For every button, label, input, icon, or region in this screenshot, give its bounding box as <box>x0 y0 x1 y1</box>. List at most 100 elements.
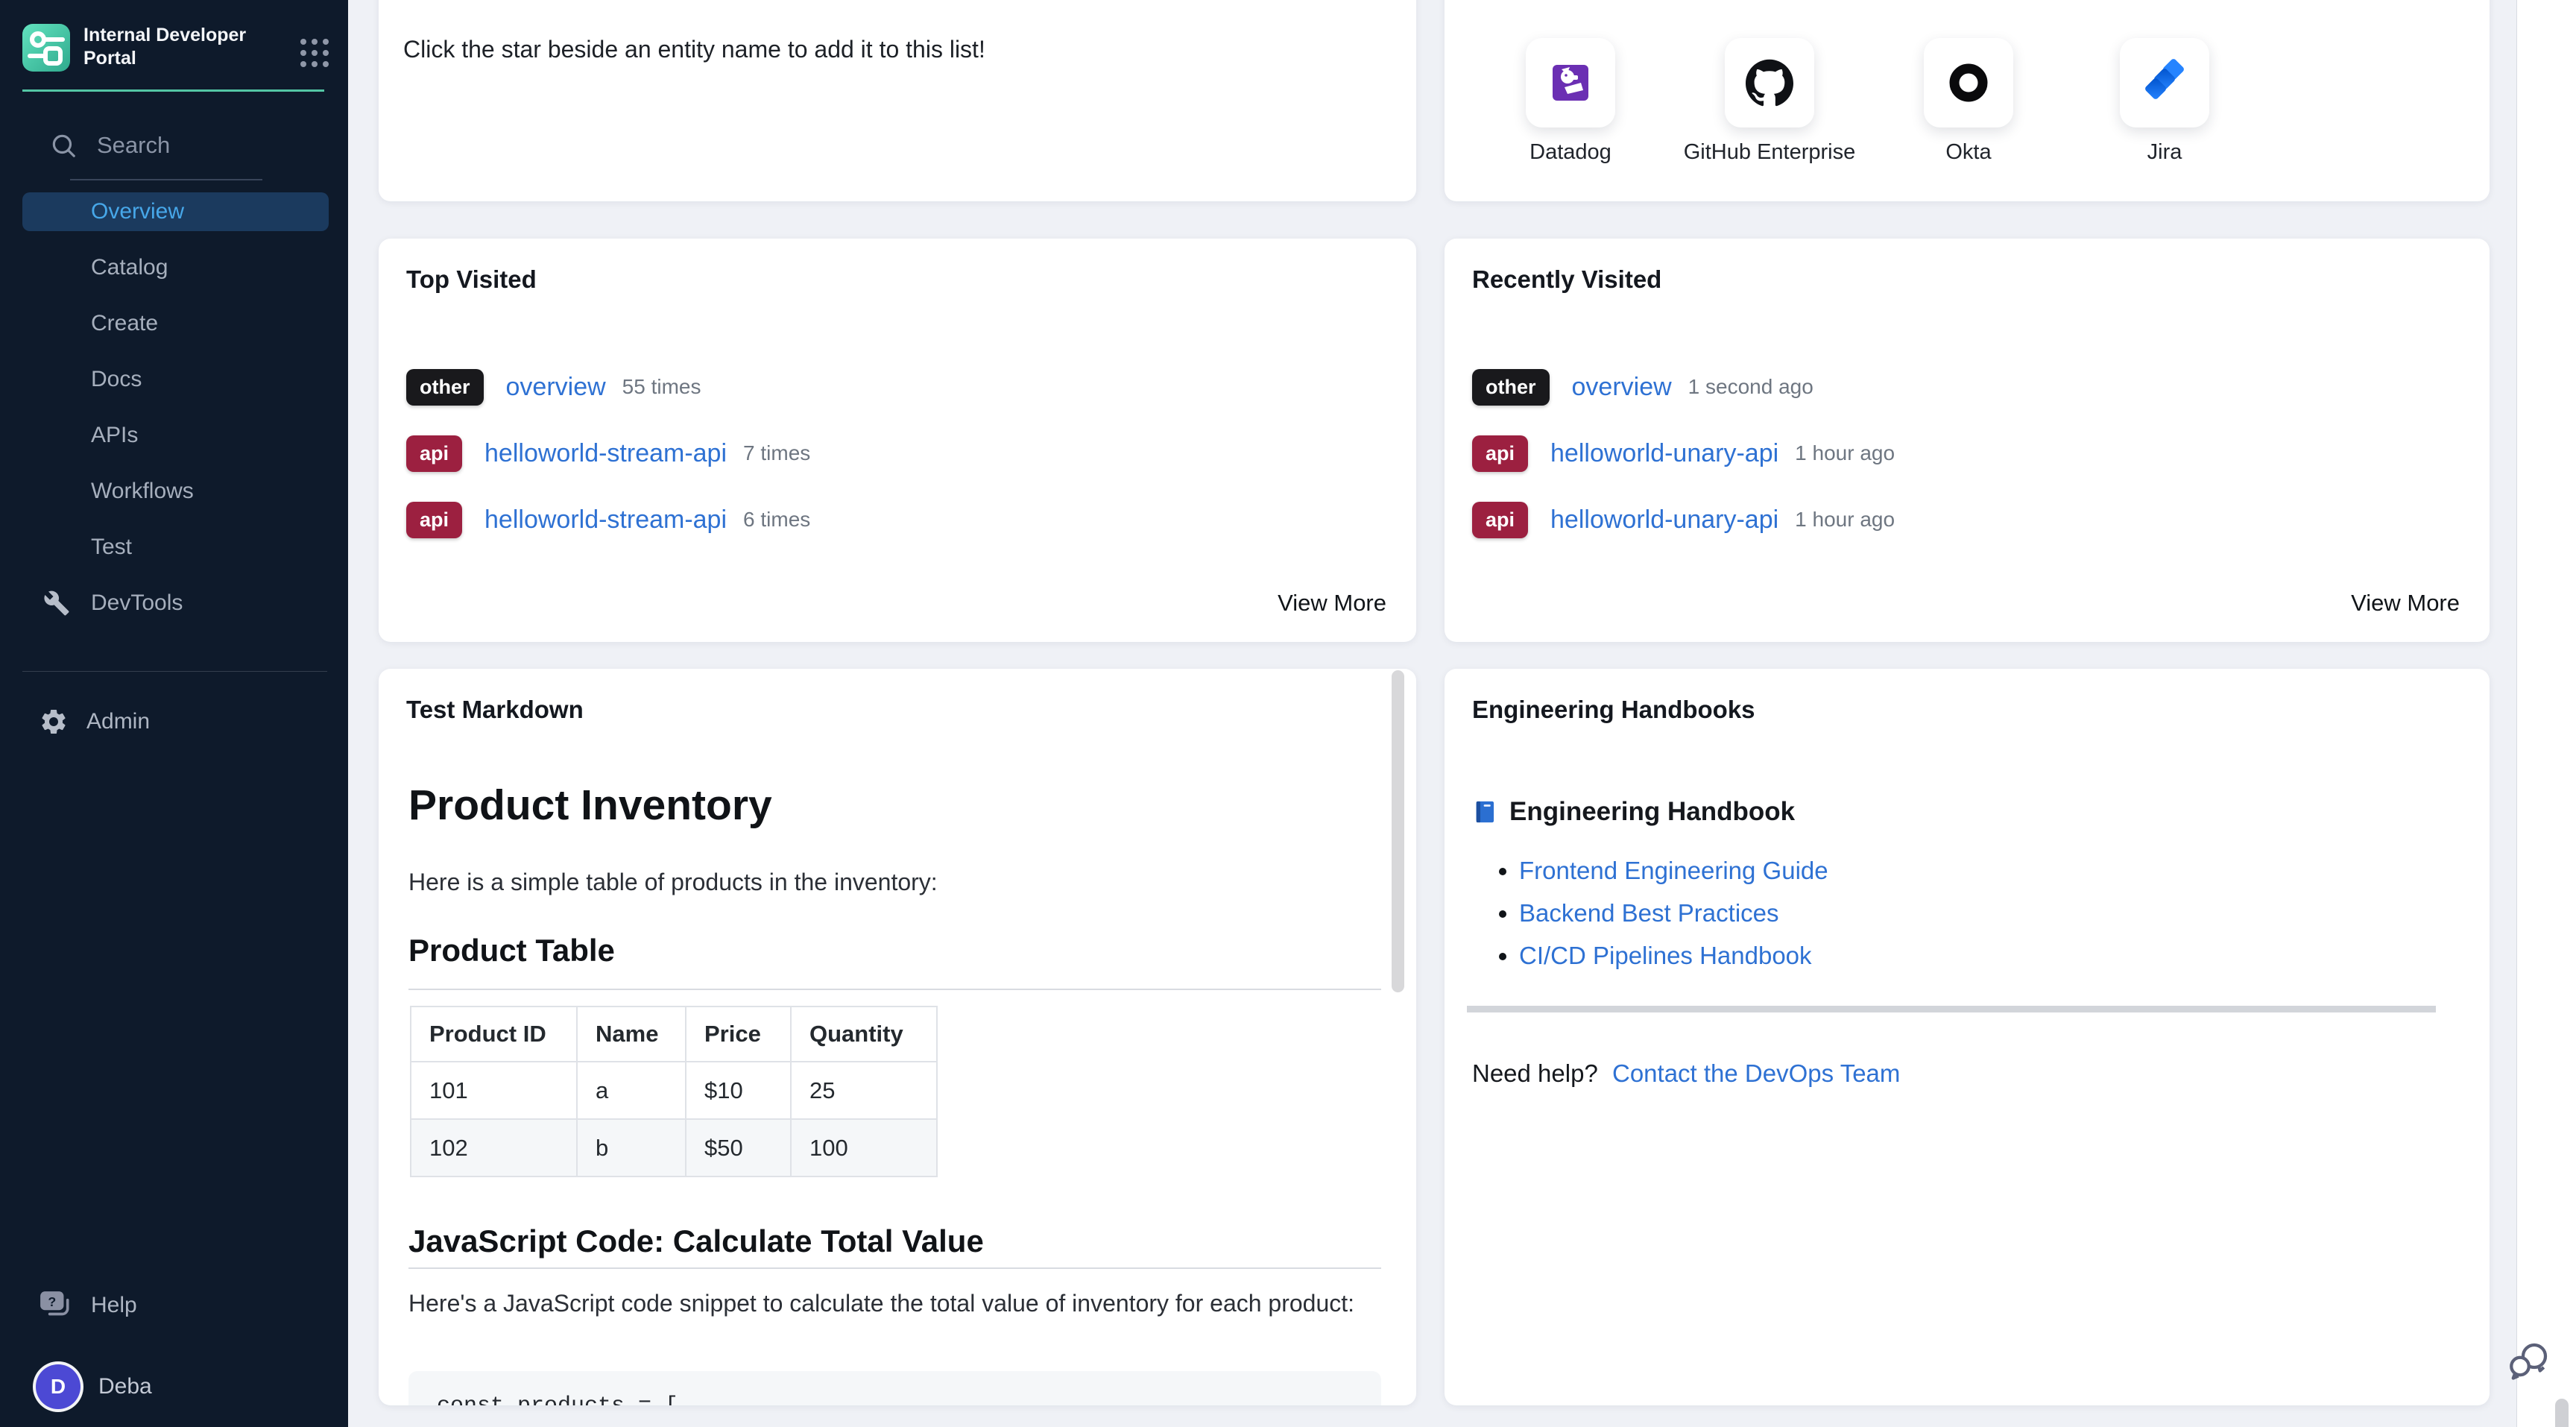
card-scrollbar-thumb[interactable] <box>1392 670 1404 992</box>
integration-tile-datadog[interactable] <box>1526 38 1615 127</box>
sidebar-item-apis[interactable]: APIs <box>91 423 139 447</box>
github-logo-icon <box>1746 59 1793 107</box>
card-title: Engineering Handbooks <box>1472 696 1755 723</box>
search-placeholder: Search <box>97 132 171 158</box>
visited-item: api helloworld-unary-api 1 hour ago <box>1472 430 2462 476</box>
entity-link[interactable]: helloworld-stream-api <box>484 505 727 534</box>
help-label: Help <box>91 1293 137 1317</box>
recently-visited-card: Recently Visited other overview 1 second… <box>1445 239 2490 642</box>
help-line: Need help? Contact the DevOps Team <box>1472 1059 1900 1088</box>
handbook-link-cicd[interactable]: CI/CD Pipelines Handbook <box>1519 942 1812 969</box>
user-menu[interactable]: D Deba <box>36 1364 152 1409</box>
card-title: Top Visited <box>406 265 537 293</box>
entity-link[interactable]: helloworld-unary-api <box>1550 438 1779 467</box>
table-cell: 101 <box>410 1061 578 1120</box>
list-item: Backend Best Practices <box>1519 892 1828 934</box>
scrollbar-track[interactable] <box>2517 0 2576 1427</box>
table-cell: b <box>576 1118 686 1177</box>
table-cell: 100 <box>790 1118 938 1177</box>
book-icon <box>1476 801 1494 823</box>
markdown-h2-js-code: JavaScript Code: Calculate Total Value <box>408 1223 984 1259</box>
entity-link[interactable]: overview <box>505 372 606 401</box>
sidebar-item-admin[interactable]: Admin <box>39 707 150 737</box>
sidebar-nav: Overview Catalog Create Docs APIs Workfl… <box>22 192 329 640</box>
visited-list: other overview 55 times api helloworld-s… <box>406 364 1389 563</box>
handbook-section-title: Engineering Handbook <box>1509 797 1796 826</box>
entity-link[interactable]: helloworld-unary-api <box>1550 505 1779 534</box>
starred-entities-card: Click the star beside an entity name to … <box>379 0 1416 201</box>
apps-grid-icon[interactable] <box>300 39 329 67</box>
portal-logo-icon <box>22 24 70 72</box>
handbook-section-heading: Engineering Handbook <box>1472 797 1795 827</box>
sidebar-item-docs[interactable]: Docs <box>91 367 142 391</box>
visited-item: api helloworld-stream-api 6 times <box>406 497 1389 543</box>
sidebar-item-create[interactable]: Create <box>91 311 159 336</box>
contact-devops-link[interactable]: Contact the DevOps Team <box>1611 1059 1901 1087</box>
integration-label: Datadog <box>1530 140 1611 164</box>
handbook-link-backend[interactable]: Backend Best Practices <box>1519 899 1779 927</box>
kind-badge: other <box>1472 368 1550 406</box>
sidebar-divider <box>22 671 327 672</box>
search-underline <box>70 179 262 180</box>
markdown-h2-product-table: Product Table <box>408 933 615 968</box>
wrench-icon <box>43 590 70 629</box>
visited-item: api helloworld-stream-api 7 times <box>406 430 1389 476</box>
kind-badge: api <box>1472 435 1529 472</box>
table-cell: 102 <box>410 1118 578 1177</box>
logo-row: Internal Developer Portal <box>22 24 261 72</box>
sidebar: Internal Developer Portal Search Overvie… <box>0 0 348 1427</box>
entity-link[interactable]: helloworld-stream-api <box>484 438 727 467</box>
visit-time: 1 second ago <box>1688 375 1813 398</box>
sidebar-item-catalog[interactable]: Catalog <box>91 255 168 280</box>
visited-list: other overview 1 second ago api hellowor… <box>1472 364 2462 563</box>
visited-item: other overview 55 times <box>406 364 1389 410</box>
integration-tile-github[interactable] <box>1725 38 1814 127</box>
visited-item: api helloworld-unary-api 1 hour ago <box>1472 497 2462 543</box>
search-input[interactable]: Search <box>49 131 170 160</box>
handbook-link-frontend[interactable]: Frontend Engineering Guide <box>1519 857 1828 884</box>
feedback-chat-icon[interactable] <box>2506 1339 2551 1384</box>
visit-count: 6 times <box>743 508 811 531</box>
handbook-links: Frontend Engineering Guide Backend Best … <box>1491 849 1828 977</box>
table-row: 102 b $50 100 <box>410 1118 938 1177</box>
sidebar-item-help[interactable]: ? Help <box>39 1290 137 1321</box>
column-header: Price <box>685 1006 792 1062</box>
kind-badge: other <box>406 368 484 406</box>
sidebar-item-workflows[interactable]: Workflows <box>91 479 194 503</box>
visit-count: 55 times <box>622 375 701 398</box>
column-header: Name <box>576 1006 686 1062</box>
content-gutter-border <box>2516 0 2517 1427</box>
table-header-row: Product ID Name Price Quantity <box>410 1006 938 1062</box>
help-chat-icon: ? <box>40 1291 69 1316</box>
code-block: const products = [ <box>408 1371 1381 1405</box>
view-more-button[interactable]: View More <box>2351 590 2460 616</box>
entity-link[interactable]: overview <box>1571 372 1672 401</box>
sidebar-item-devtools[interactable]: DevTools <box>22 584 329 623</box>
search-icon <box>52 134 75 157</box>
markdown-paragraph: Here's a JavaScript code snippet to calc… <box>408 1290 1355 1317</box>
table-row: 101 a $10 25 <box>410 1061 938 1120</box>
user-name: Deba <box>98 1374 152 1399</box>
table-cell: a <box>576 1061 686 1120</box>
page-scrollbar-thumb[interactable] <box>2555 1399 2569 1427</box>
column-header: Quantity <box>790 1006 938 1062</box>
kind-badge: api <box>406 435 463 472</box>
kind-badge: api <box>406 501 463 538</box>
view-more-button[interactable]: View More <box>1278 590 1386 616</box>
table-cell: $50 <box>685 1118 792 1177</box>
list-item: Frontend Engineering Guide <box>1519 849 1828 892</box>
gear-icon <box>42 710 66 734</box>
markdown-paragraph: Here is a simple table of products in th… <box>408 869 938 895</box>
top-visited-card: Top Visited other overview 55 times api … <box>379 239 1416 642</box>
column-header: Product ID <box>410 1006 578 1062</box>
sidebar-item-test[interactable]: Test <box>91 535 133 559</box>
integration-tile-okta[interactable] <box>1924 38 2013 127</box>
card-title: Recently Visited <box>1472 265 1662 293</box>
engineering-handbooks-card: Engineering Handbooks Engineering Handbo… <box>1445 669 2490 1405</box>
divider <box>1467 1006 2436 1012</box>
sidebar-item-overview[interactable]: Overview <box>22 192 329 231</box>
divider <box>408 1267 1381 1269</box>
integration-tile-jira[interactable] <box>2120 38 2209 127</box>
okta-logo-icon <box>1949 63 1988 102</box>
